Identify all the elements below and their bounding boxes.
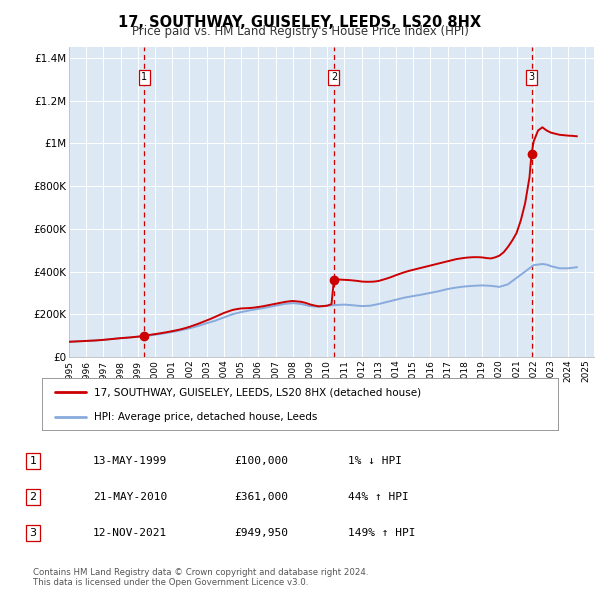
Text: 3: 3 xyxy=(529,72,535,82)
Text: 21-MAY-2010: 21-MAY-2010 xyxy=(93,493,167,502)
Text: 44% ↑ HPI: 44% ↑ HPI xyxy=(348,493,409,502)
Text: £949,950: £949,950 xyxy=(234,529,288,538)
Text: 17, SOUTHWAY, GUISELEY, LEEDS, LS20 8HX: 17, SOUTHWAY, GUISELEY, LEEDS, LS20 8HX xyxy=(118,15,482,30)
Text: 17, SOUTHWAY, GUISELEY, LEEDS, LS20 8HX (detached house): 17, SOUTHWAY, GUISELEY, LEEDS, LS20 8HX … xyxy=(94,387,421,397)
Text: Price paid vs. HM Land Registry's House Price Index (HPI): Price paid vs. HM Land Registry's House … xyxy=(131,25,469,38)
Text: HPI: Average price, detached house, Leeds: HPI: Average price, detached house, Leed… xyxy=(94,412,317,421)
Text: 1% ↓ HPI: 1% ↓ HPI xyxy=(348,457,402,466)
Text: Contains HM Land Registry data © Crown copyright and database right 2024.
This d: Contains HM Land Registry data © Crown c… xyxy=(33,568,368,587)
Text: 149% ↑ HPI: 149% ↑ HPI xyxy=(348,529,415,538)
Text: 2: 2 xyxy=(331,72,337,82)
Text: £100,000: £100,000 xyxy=(234,457,288,466)
Text: 2: 2 xyxy=(29,493,37,502)
Text: 12-NOV-2021: 12-NOV-2021 xyxy=(93,529,167,538)
Text: 13-MAY-1999: 13-MAY-1999 xyxy=(93,457,167,466)
Text: 1: 1 xyxy=(141,72,147,82)
Text: 1: 1 xyxy=(29,457,37,466)
Text: £361,000: £361,000 xyxy=(234,493,288,502)
Text: 3: 3 xyxy=(29,529,37,538)
